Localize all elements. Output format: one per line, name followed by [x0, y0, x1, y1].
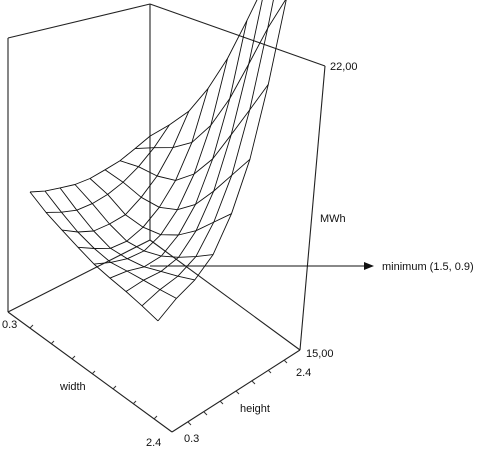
width-max-label: 2.4	[146, 437, 161, 449]
mesh-line-width-8	[157, 0, 287, 322]
minimum-annotation: minimum (1.5, 0.9)	[382, 261, 474, 273]
mesh-line-width-7	[141, 0, 274, 307]
width-axis-label: width	[59, 381, 86, 393]
mesh-line-height-4	[89, 178, 232, 236]
height-min-label: 0.3	[184, 433, 199, 445]
height-max-label: 2.4	[296, 367, 311, 379]
width-min-label: 0.3	[2, 319, 17, 331]
z-max-label: 22,00	[330, 61, 358, 73]
minimum-arrow	[150, 262, 374, 270]
axis-ticks	[29, 324, 288, 426]
mesh-line-width-0	[29, 135, 151, 193]
height-axis-label: height	[240, 403, 270, 415]
mesh-line-height-1	[44, 190, 177, 299]
mesh-line-width-2	[61, 111, 190, 233]
mesh-line-height-3	[74, 184, 214, 258]
z-min-label: 15,00	[306, 348, 334, 360]
mesh-line-height-7	[134, 0, 286, 150]
mesh-line-height-2	[59, 187, 195, 281]
mesh-line-height-5	[104, 158, 251, 211]
plot-box	[7, 3, 326, 433]
z-axis-label: MWh	[320, 213, 346, 225]
surface-mesh	[29, 0, 287, 322]
mesh-line-height-8	[149, 0, 258, 137]
mesh-line-height-6	[119, 84, 269, 181]
mesh-line-height-0	[29, 191, 159, 322]
